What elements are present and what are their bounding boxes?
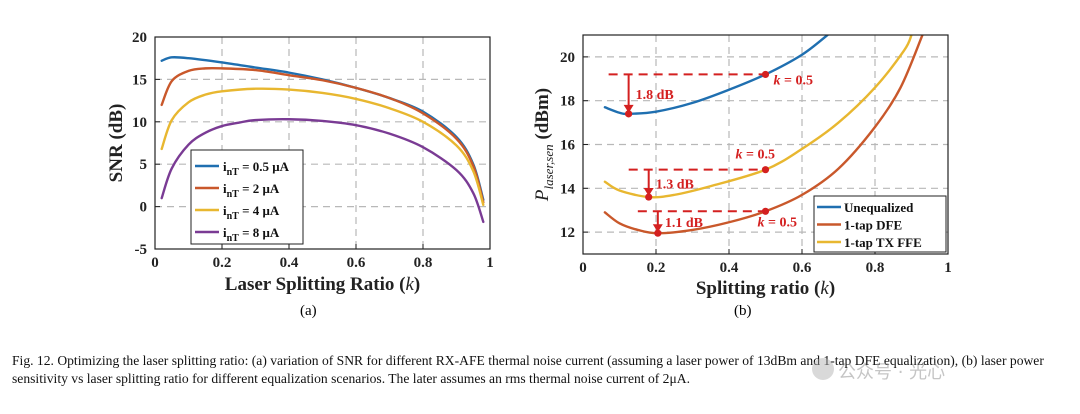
series-line — [160, 118, 485, 224]
x-axis-label: Laser Splitting Ratio (k) — [225, 274, 420, 295]
annotation-arrow-head — [623, 104, 634, 113]
series-line — [160, 66, 485, 204]
y-tick-label: 18 — [560, 94, 575, 110]
x-axis-label-var: k — [405, 274, 414, 295]
legend: Unequalized 1-tap DFE 1-tap TX FFE — [813, 195, 947, 253]
watermark: 公众号 · 光心 — [838, 362, 946, 383]
x-tick-label: 1 — [944, 260, 952, 276]
subfigure-label-a: (a) — [300, 303, 317, 319]
x-axis-label-close: ) — [829, 278, 835, 299]
x-tick-label: 0.8 — [414, 255, 433, 271]
legend-entry: 1-tap DFE — [844, 218, 902, 233]
x-tick-label: 0.4 — [720, 260, 739, 276]
x-tick-label: 0.6 — [347, 255, 366, 271]
k-label-value: = 0.5 — [746, 148, 775, 163]
k-label-var: k — [736, 148, 747, 163]
y-axis-label-sub: laser,sen — [541, 144, 556, 189]
annotation-label: 1.8 dB — [636, 88, 674, 103]
annotation-label: 1.3 dB — [656, 177, 694, 192]
y-axis-label-unit: (dBm) — [532, 88, 553, 144]
k-label-var: k — [758, 215, 769, 230]
x-axis-label-close: ) — [414, 274, 420, 295]
annotation-arrow-head — [652, 224, 663, 233]
legend-entry-main: i — [223, 203, 227, 218]
legend-entry: inT = 2 μA — [223, 181, 280, 200]
x-tick-label: 0.2 — [647, 260, 666, 276]
annotation-point-k — [761, 166, 770, 174]
annotation-arrow-head — [643, 188, 654, 197]
k-label-value: = 0.5 — [784, 73, 813, 88]
x-tick-label: 0.2 — [213, 255, 232, 271]
y-tick-label: 20 — [560, 50, 575, 66]
legend-entry-value: = 8 μA — [239, 225, 280, 240]
k-label-var: k — [774, 73, 785, 88]
y-tick-label: 10 — [132, 115, 147, 131]
legend-entry-value: = 0.5 μA — [239, 159, 290, 174]
y-tick-label: 5 — [140, 157, 148, 173]
annotation-point-min — [654, 229, 662, 237]
legend-entry-sub: nT — [227, 233, 240, 244]
y-tick-label: 16 — [560, 138, 576, 154]
annotation-point-k — [761, 207, 770, 215]
plot-frame — [582, 34, 949, 255]
legend-entry-main: i — [223, 181, 227, 196]
plot-frame — [154, 36, 491, 250]
annotation-point-min — [625, 110, 633, 118]
legend-entry: Unequalized — [844, 200, 914, 215]
y-axis-label: SNR (dB) — [106, 104, 127, 183]
y-tick-label: 14 — [560, 181, 576, 197]
x-axis-label-text: Splitting ratio ( — [696, 278, 821, 299]
annotation-point-k — [761, 70, 770, 79]
legend-entry: inT = 4 μA — [223, 203, 280, 222]
figure-caption: Fig. 12. Optimizing the laser splitting … — [12, 353, 1044, 386]
legend-entry-main: i — [223, 225, 227, 240]
k-label: k = 0.5 — [758, 215, 797, 230]
x-tick-label: 0.6 — [793, 260, 812, 276]
series-line — [603, 35, 829, 116]
y-tick-label: 20 — [132, 30, 147, 46]
annotation-point-min — [645, 193, 653, 201]
watermark-icon — [812, 358, 834, 380]
legend-entry-main: i — [223, 159, 227, 174]
series-group — [160, 55, 485, 224]
legend-entry-sub: nT — [227, 189, 240, 200]
legend-entry-value: = 4 μA — [239, 203, 280, 218]
subfigure-label-b: (b) — [734, 303, 752, 319]
x-axis-label: Splitting ratio (k) — [696, 278, 835, 299]
k-label: k = 0.5 — [736, 148, 775, 163]
y-tick-label: 12 — [560, 225, 575, 241]
x-tick-label: 1 — [486, 255, 494, 271]
x-tick-label: 0.8 — [866, 260, 885, 276]
y-axis-label: Plaser,sen (dBm) — [532, 88, 556, 202]
legend-entry: 1-tap TX FFE — [844, 235, 922, 250]
annotation-label: 1.1 dB — [665, 216, 703, 231]
k-label: k = 0.5 — [774, 73, 813, 88]
y-tick-label: 0 — [140, 200, 148, 216]
legend-box — [190, 149, 304, 245]
annotations: 1.8 dB1.3 dB1.1 dBk = 0.5k = 0.5k = 0.5 — [608, 70, 813, 237]
chart-b: 0 0.2 0.4 0.6 0.8 1 12 14 16 18 20 1.8 dB 1.3 dB 1.1 … — [532, 34, 952, 299]
x-axis-label-var: k — [820, 278, 829, 299]
x-axis-label-text: Laser Splitting Ratio ( — [225, 274, 406, 295]
x-tick-label: 0 — [151, 255, 159, 271]
series-line — [160, 87, 485, 207]
y-axis-label-main: P — [532, 189, 553, 202]
series-line — [603, 35, 924, 235]
x-tick-label: 0 — [579, 260, 587, 276]
legend-entry-sub: nT — [227, 167, 240, 178]
x-tick-label: 0.4 — [280, 255, 299, 271]
legend-entry-value: = 2 μA — [239, 181, 280, 196]
y-tick-label: -5 — [135, 242, 148, 258]
legend-entry-sub: nT — [227, 211, 240, 222]
legend-entry: inT = 0.5 μA — [223, 159, 290, 178]
y-tick-label: 15 — [132, 72, 147, 88]
k-label-value: = 0.5 — [768, 215, 797, 230]
legend-entry: inT = 8 μA — [223, 225, 280, 244]
